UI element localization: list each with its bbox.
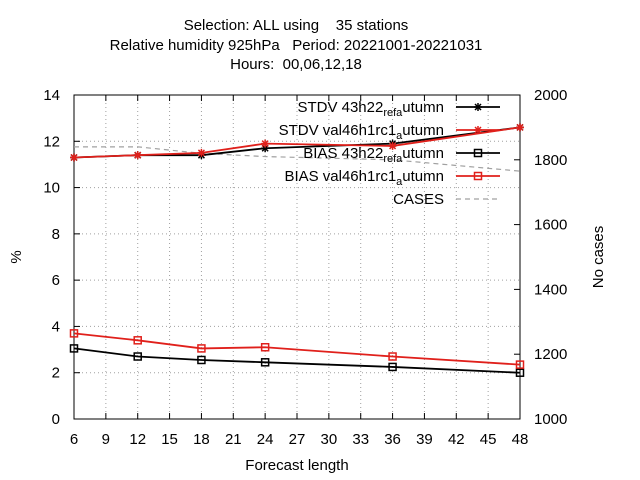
- data-point: [197, 355, 206, 365]
- y2-axis-label: No cases: [590, 226, 607, 289]
- marker-stroke: [516, 123, 524, 131]
- legend-item-2: STDV val46h1rc1autumn: [279, 122, 500, 142]
- data-point: [473, 148, 483, 158]
- y-tick-label: 10: [43, 180, 60, 197]
- chart-title-line-2: Relative humidity 925hPa Period: 2022100…: [109, 37, 483, 54]
- data-point: [388, 362, 397, 372]
- x-tick-label: 48: [512, 431, 529, 448]
- data-point: [69, 344, 79, 353]
- data-point: [70, 153, 78, 162]
- data-point: [69, 329, 79, 338]
- y2-tick-label: 2000: [534, 87, 567, 104]
- y-tick-label: 8: [52, 226, 60, 243]
- series-4: [69, 329, 525, 369]
- data-point: [388, 141, 397, 150]
- data-point: [516, 123, 524, 132]
- x-tick-label: 21: [225, 431, 242, 448]
- y-tick-label: 6: [52, 272, 60, 289]
- x-tick-label: 18: [193, 431, 210, 448]
- marker-stroke: [134, 151, 142, 159]
- y-axis-label: %: [8, 250, 25, 263]
- data-point: [260, 358, 270, 367]
- data-point: [133, 336, 142, 345]
- x-tick-label: 33: [352, 431, 369, 448]
- y2-tick-label: 1600: [534, 217, 567, 234]
- legend-label: CASES: [393, 191, 444, 208]
- x-tick-label: 27: [289, 431, 306, 448]
- x-tick-label: 6: [70, 431, 78, 448]
- legend-label: BIAS val46h1rc1autumn: [284, 168, 444, 188]
- series-line: [73, 332, 521, 366]
- legend-item-5: CASES: [393, 191, 500, 208]
- y2-tick-label: 1800: [534, 152, 567, 169]
- series-3: [69, 344, 525, 377]
- series-line: [73, 347, 521, 374]
- marker-stroke: [389, 142, 397, 150]
- x-axis-label: Forecast length: [245, 457, 348, 474]
- data-point: [133, 151, 142, 160]
- data-point: [260, 343, 270, 352]
- x-tick-label: 30: [321, 431, 338, 448]
- legend-item-3: BIAS 43h22refautumn: [303, 145, 500, 165]
- legend-label: BIAS 43h22refautumn: [303, 145, 444, 165]
- data-point: [388, 352, 397, 361]
- y2-tick-label: 1200: [534, 346, 567, 363]
- legend-item-1: STDV 43h22refautumn: [297, 99, 500, 119]
- y2-tick-label: 1400: [534, 281, 567, 298]
- y-tick-label: 12: [43, 133, 60, 150]
- legend: STDV 43h22refautumn STDV val46h1rc1autumn…: [279, 99, 500, 208]
- data-point: [474, 126, 482, 134]
- legend-label: STDV val46h1rc1autumn: [279, 122, 444, 142]
- x-tick-label: 12: [129, 431, 146, 448]
- marker-stroke: [474, 103, 482, 111]
- chart-title-line-1: Selection: ALL using 35 stations: [183, 17, 409, 34]
- legend-item-4: BIAS val46h1rc1autumn: [284, 168, 500, 188]
- data-point: [197, 344, 206, 353]
- data-point: [133, 352, 142, 361]
- x-tick-label: 36: [384, 431, 401, 448]
- x-tick-label: 15: [161, 431, 178, 448]
- legend-label: STDV 43h22refautumn: [297, 99, 444, 119]
- x-tick-label: 9: [102, 431, 110, 448]
- marker-stroke: [197, 149, 205, 157]
- x-tick-label: 39: [416, 431, 433, 448]
- marker-stroke: [70, 153, 78, 162]
- y-tick-label: 0: [52, 411, 60, 428]
- data-point: [515, 368, 525, 377]
- series-line: [73, 126, 521, 159]
- y-tick-label: 2: [52, 365, 60, 382]
- x-tick-label: 24: [257, 431, 274, 448]
- data-point: [261, 139, 270, 148]
- marker-stroke: [261, 140, 269, 148]
- chart-title-line-3: Hours: 00,06,12,18: [230, 56, 362, 73]
- y2-tick-label: 1000: [534, 411, 567, 428]
- data-point: [197, 148, 206, 157]
- data-point: [473, 171, 483, 181]
- y-tick-label: 14: [43, 87, 60, 104]
- marker-stroke: [474, 126, 482, 134]
- data-point: [474, 103, 482, 111]
- data-point: [515, 360, 525, 369]
- x-tick-label: 42: [448, 431, 465, 448]
- series-2: [70, 123, 524, 162]
- y-tick-label: 4: [52, 318, 60, 335]
- x-tick-label: 45: [480, 431, 497, 448]
